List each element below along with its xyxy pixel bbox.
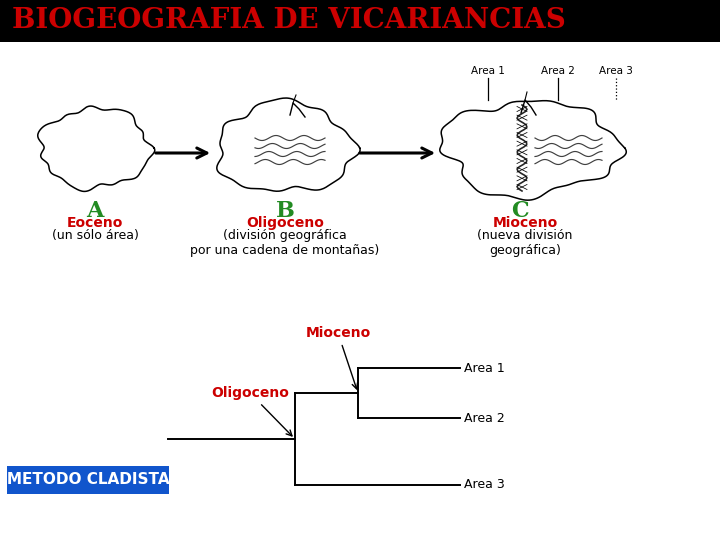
Text: (nueva división
geográfica): (nueva división geográfica) (477, 229, 572, 257)
Text: (división geográfica
por una cadena de montañas): (división geográfica por una cadena de m… (190, 229, 379, 257)
Text: Area 2: Area 2 (464, 411, 505, 424)
Text: Area 1: Area 1 (464, 361, 505, 375)
Text: A: A (86, 200, 104, 222)
Text: Oligoceno: Oligoceno (211, 386, 292, 436)
Text: Area 3: Area 3 (599, 66, 633, 76)
Text: Mioceno: Mioceno (305, 326, 371, 389)
Text: Oligoceno: Oligoceno (246, 216, 324, 230)
Bar (0, 0, 720, 42)
Text: (un sólo área): (un sólo área) (52, 229, 138, 242)
Text: (METODO CLADISTA): (METODO CLADISTA) (0, 472, 176, 488)
Text: Area 1: Area 1 (471, 66, 505, 76)
Text: BIOGEOGRAFIA DE VICARIANCIAS: BIOGEOGRAFIA DE VICARIANCIAS (12, 8, 566, 35)
Text: C: C (511, 200, 528, 222)
Text: Area 3: Area 3 (464, 478, 505, 491)
Text: Eoceno: Eoceno (67, 216, 123, 230)
Text: Area 2: Area 2 (541, 66, 575, 76)
Text: B: B (276, 200, 294, 222)
Text: Mioceno: Mioceno (492, 216, 557, 230)
FancyBboxPatch shape (7, 466, 169, 494)
